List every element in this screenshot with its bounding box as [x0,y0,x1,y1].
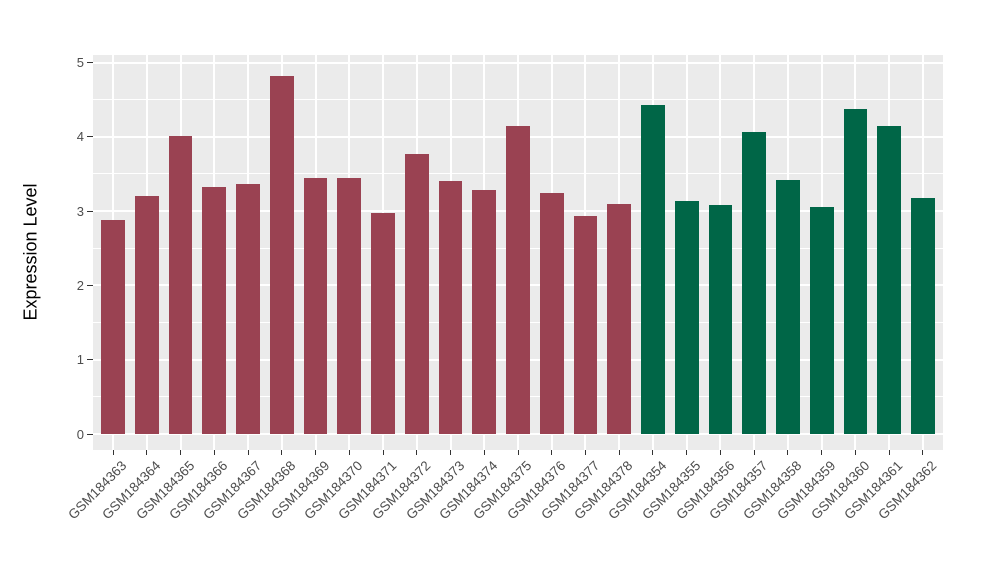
bar-GSM184370 [337,177,362,434]
x-tick-mark-GSM184367 [247,450,249,455]
x-tick-mark-GSM184358 [787,450,789,455]
x-tick-mark-GSM184357 [753,450,755,455]
x-tick-mark-GSM184372 [416,450,418,455]
x-tick-mark-GSM184369 [315,450,317,455]
bar-GSM184369 [303,178,328,434]
x-tick-mark-GSM184356 [719,450,721,455]
x-tick-mark-GSM184366 [213,450,215,455]
x-tick-mark-GSM184371 [382,450,384,455]
y-tick-mark-1 [87,359,93,361]
x-tick-mark-GSM184373 [450,450,451,455]
x-tick-mark-GSM184362 [922,450,924,455]
bar-GSM184360 [843,109,868,434]
y-tick-mark-0 [87,433,93,435]
x-tick-mark-GSM184360 [854,450,856,455]
bar-GSM184354 [641,104,665,434]
x-tick-mark-GSM184364 [146,450,148,455]
x-tick-mark-GSM184370 [348,450,350,455]
x-tick-mark-GSM184365 [180,450,182,455]
bar-GSM184377 [573,215,598,434]
plot-panel [93,55,943,450]
y-tick-mark-4 [87,136,93,138]
x-tick-mark-GSM184378 [618,450,620,455]
bar-GSM184374 [472,190,497,434]
bar-GSM184356 [708,205,733,434]
x-tick-mark-GSM184376 [551,450,553,455]
bar-GSM184361 [877,126,902,434]
bar-GSM184364 [134,196,159,434]
bar-GSM184365 [168,136,193,434]
y-tick-label-3: 3 [76,203,84,219]
bar-GSM184359 [809,206,834,434]
bar-GSM184366 [202,186,227,434]
bar-GSM184357 [742,132,767,434]
x-tick-mark-GSM184374 [483,450,485,455]
bar-GSM184358 [776,179,800,434]
bar-GSM184367 [236,184,260,434]
bar-GSM184375 [506,126,530,434]
x-tick-mark-GSM184375 [517,450,519,455]
y-tick-label-1: 1 [76,352,84,368]
bar-GSM184355 [674,200,699,434]
bar-GSM184376 [539,193,564,434]
y-tick-mark-3 [87,210,93,212]
x-tick-mark-GSM184355 [686,450,688,455]
y-tick-label-5: 5 [76,55,84,70]
y-tick-label-4: 4 [76,129,84,145]
x-tick-mark-GSM184368 [281,450,283,455]
x-tick-mark-GSM184377 [584,450,586,455]
bar-GSM184362 [911,197,935,434]
bar-GSM184371 [371,213,395,434]
x-tick-mark-GSM184354 [652,450,654,455]
y-tick-label-0: 0 [76,426,84,442]
bar-GSM184368 [269,75,294,434]
bar-GSM184363 [101,220,125,434]
bar-GSM184373 [438,180,463,434]
y-tick-label-2: 2 [76,277,84,293]
y-tick-mark-2 [87,284,93,286]
x-tick-mark-GSM184361 [888,450,890,455]
x-tick-mark-GSM184359 [821,450,823,455]
y-axis-title: Expression Level [20,183,41,321]
x-tick-mark-GSM184363 [112,450,114,455]
bar-GSM184372 [404,153,429,434]
bar-GSM184378 [607,203,632,434]
y-tick-mark-5 [87,62,93,63]
